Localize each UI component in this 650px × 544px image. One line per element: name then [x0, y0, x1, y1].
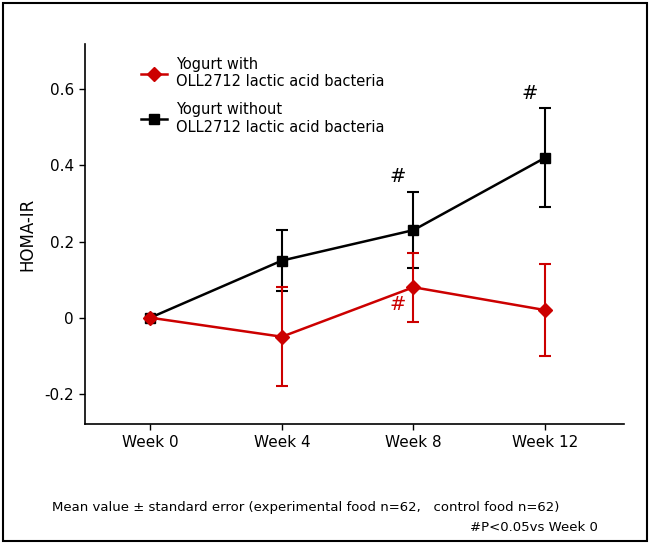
Text: #: # [389, 168, 406, 186]
Text: #: # [521, 84, 538, 102]
Legend: Yogurt with
OLL2712 lactic acid bacteria, Yogurt without
OLL2712 lactic acid bac: Yogurt with OLL2712 lactic acid bacteria… [135, 51, 390, 140]
Y-axis label: HOMA-IR: HOMA-IR [18, 197, 36, 270]
Text: Mean value ± standard error (experimental food n=62,   control food n=62): Mean value ± standard error (experimenta… [52, 501, 560, 514]
Text: #: # [389, 295, 406, 314]
Text: #P<0.05vs Week 0: #P<0.05vs Week 0 [470, 521, 598, 534]
